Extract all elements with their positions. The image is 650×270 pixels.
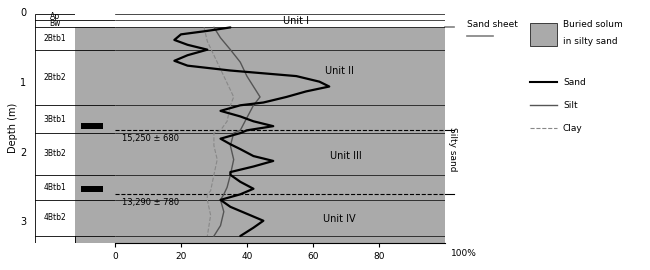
Text: Sand: Sand (563, 78, 586, 87)
Bar (75, 133, 115, 175)
Bar (81, 186, 103, 191)
Bar (75, 21, 115, 28)
Bar (75, 105, 115, 133)
Text: 2Btb2: 2Btb2 (44, 73, 66, 82)
Text: Clay: Clay (563, 124, 582, 133)
Text: 4Btb2: 4Btb2 (44, 214, 66, 222)
Text: Depth (m): Depth (m) (8, 103, 18, 153)
Bar (35, 14, 75, 243)
Bar (81, 123, 103, 129)
Text: Silty sand: Silty sand (448, 127, 457, 171)
Bar (75, 200, 115, 236)
Text: 2: 2 (20, 148, 26, 158)
Text: 3Btb2: 3Btb2 (44, 150, 66, 158)
Text: Unit II: Unit II (325, 66, 354, 76)
Text: 13,290 ± 780: 13,290 ± 780 (122, 198, 179, 207)
Text: 100%: 100% (451, 249, 477, 258)
Text: Silt: Silt (563, 101, 578, 110)
Bar (530, 23, 558, 46)
Text: 0: 0 (20, 8, 26, 19)
Bar (75, 175, 115, 200)
Text: 1: 1 (20, 78, 26, 88)
Bar (115, 14, 445, 28)
Text: 3Btb1: 3Btb1 (44, 115, 66, 124)
Text: Unit I: Unit I (283, 16, 309, 26)
Text: in silty sand: in silty sand (563, 36, 618, 46)
Text: Unit IV: Unit IV (323, 214, 356, 224)
Text: 2Btb1: 2Btb1 (44, 34, 66, 43)
Text: 3: 3 (20, 217, 26, 227)
Bar (75, 14, 115, 21)
Text: Ap: Ap (50, 12, 60, 22)
Bar (75, 50, 115, 105)
Text: Bw: Bw (49, 19, 61, 28)
Text: 15,250 ± 680: 15,250 ± 680 (122, 134, 179, 143)
Bar (75, 14, 115, 243)
Bar (75, 28, 115, 50)
Text: 4Btb1: 4Btb1 (44, 183, 66, 192)
Text: Buried solum: Buried solum (563, 21, 623, 29)
Text: Sand sheet: Sand sheet (467, 21, 517, 29)
Text: Unit III: Unit III (330, 151, 361, 161)
